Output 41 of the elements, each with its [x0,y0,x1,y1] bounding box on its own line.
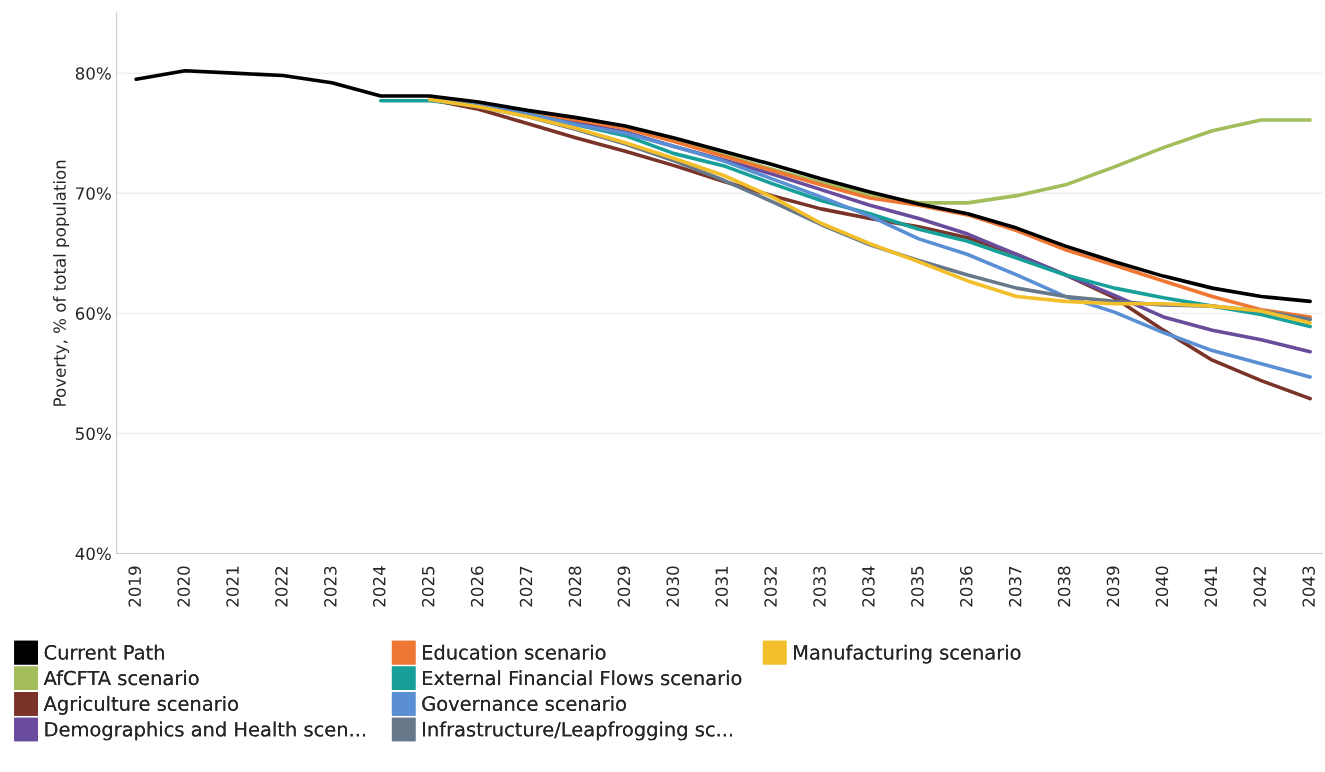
x-tick-label: 2026 [470,566,484,607]
x-tick-label: 2040 [1155,566,1169,607]
legend-label: Current Path [44,644,164,660]
x-tick-label: 2031 [715,566,728,607]
y-tick-label: 80% [75,67,111,80]
x-tick-label: 2041 [1204,566,1218,607]
legend-label: Education scenario [423,644,606,660]
x-tick-label: 2025 [421,566,435,607]
x-tick-label: 2039 [1106,566,1120,607]
x-tick-label: 2020 [177,566,190,607]
y-tick-label: 60% [75,307,111,320]
x-tick-label: 2023 [324,566,337,607]
x-tick-label: 2019 [128,566,141,607]
x-tick-label: 2034 [862,566,875,607]
x-tick-label: 2028 [568,566,582,607]
x-tick-label: 2021 [226,566,239,607]
x-tick-label: 2037 [1008,566,1022,607]
x-tick-label: 2030 [666,566,680,607]
x-tick-label: 2042 [1253,567,1267,607]
y-axis-title: Poverty, % of total population [53,160,70,406]
x-tick-label: 2033 [813,566,826,607]
y-tick-label: 40% [75,547,111,561]
legend-label: Governance scenario [422,695,626,711]
legend-label: Infrastructure/Leapfrogging sc... [423,721,732,741]
x-tick-label: 2024 [372,566,386,607]
legend-label: AfCFTA scenario [43,670,199,686]
x-tick-label: 2035 [911,566,924,607]
x-tick-label: 2032 [764,567,777,607]
y-tick-label: 50% [75,427,111,440]
legend-label: Agriculture scenario [43,695,238,715]
legend-label: External Financial Flows scenario [423,670,742,686]
x-tick-label: 2043 [1302,566,1315,607]
x-tick-label: 2038 [1057,566,1071,607]
legend-label: Demographics and Health scen... [45,721,366,741]
x-tick-label: 2027 [519,566,533,607]
legend-label: Manufacturing scenario [794,644,1021,664]
x-tick-label: 2036 [959,566,973,607]
line-series [134,68,1312,304]
y-tick-label: 70% [76,187,111,200]
x-tick-label: 2022 [275,567,288,607]
x-tick-label: 2029 [617,566,631,607]
